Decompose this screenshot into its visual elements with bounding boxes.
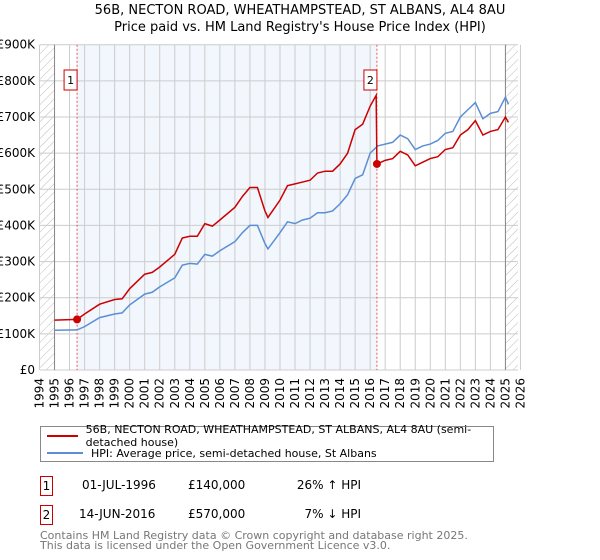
x-tick-label: 1998 <box>93 378 107 409</box>
transaction-price: £570,000 <box>188 507 246 521</box>
x-tick-label: 2026 <box>513 378 527 409</box>
y-tick-label: £900K <box>0 38 36 52</box>
transaction-hpi: 7% ↓ HPI <box>304 507 361 521</box>
x-tick-label: 1999 <box>108 378 122 409</box>
x-tick-label: 2009 <box>258 378 272 409</box>
annotation-box <box>363 69 378 91</box>
marker-badge: 1 <box>40 476 53 496</box>
footer-line: Contains HM Land Registry data © Crown c… <box>40 529 468 542</box>
transaction-date: 14-JUN-2016 <box>79 507 156 521</box>
chart-title: 56B, NECTON ROAD, WHEATHAMPSTEAD, ST ALB… <box>94 3 506 18</box>
ownership-shade <box>77 44 377 370</box>
transaction-row: 1 01-JUL-1996 £140,000 26% ↑ HPI <box>40 476 440 496</box>
footer: Contains HM Land Registry data © Crown c… <box>40 529 468 552</box>
x-tick-label: 2016 <box>363 378 377 409</box>
transaction-row: 2 14-JUN-2016 £570,000 7% ↓ HPI <box>40 505 440 525</box>
x-tick-label: 2023 <box>468 378 482 409</box>
transaction-hpi: 26% ↑ HPI <box>296 478 361 492</box>
x-tick-label: 1997 <box>78 378 92 409</box>
x-tick-label: 2007 <box>228 378 242 409</box>
x-tick-label: 2021 <box>438 378 452 409</box>
x-tick-label: 1996 <box>63 378 77 409</box>
y-tick-label: £0 <box>20 363 35 377</box>
sale-point <box>372 159 381 168</box>
x-tick-label: 2019 <box>408 378 422 409</box>
y-tick-label: £500K <box>0 182 36 196</box>
legend-red-line <box>47 435 78 437</box>
x-tick-label: 2005 <box>198 378 212 409</box>
y-tick-label: £400K <box>0 218 36 232</box>
x-tick-label: 2003 <box>168 378 182 409</box>
annotation-box <box>63 69 78 91</box>
x-tick-label: 2017 <box>378 378 392 409</box>
x-tick-label: 1994 <box>33 378 47 409</box>
transaction-date: 01-JUL-1996 <box>82 478 156 492</box>
hatch-right <box>505 44 518 370</box>
x-tick-label: 2011 <box>288 378 302 409</box>
marker-badge: 2 <box>40 505 53 525</box>
y-tick-label: £200K <box>0 291 36 305</box>
transaction-price: £140,000 <box>188 478 246 492</box>
hatch-left <box>40 44 55 370</box>
x-tick-label: 2012 <box>303 378 317 409</box>
x-tick-label: 2004 <box>183 378 197 409</box>
y-tick-label: £300K <box>0 255 36 269</box>
x-tick-label: 2020 <box>423 378 437 409</box>
chart-subtitle: Price paid vs. HM Land Registry's House … <box>114 20 486 35</box>
x-tick-label: 2000 <box>123 378 137 409</box>
price-chart: 1994 1995 1996 1997 1998 1999 2000 2001 2002 2003… <box>0 38 527 409</box>
x-tick-label: 2018 <box>393 378 407 409</box>
footer-line: This data is licensed under the Open Gov… <box>40 539 391 552</box>
legend: 56B, NECTON ROAD, WHEATHAMPSTEAD, ST ALB… <box>40 423 494 462</box>
x-tick-label: 2006 <box>213 378 227 409</box>
x-tick-label: 2024 <box>483 378 497 409</box>
sale-point <box>73 315 82 324</box>
x-tick-label: 2013 <box>318 378 332 409</box>
property-price-line <box>54 92 510 321</box>
x-tick-label: 2014 <box>333 378 347 409</box>
x-tick-label: 2010 <box>273 378 287 409</box>
legend-hpi: HPI: Average price, semi-detached house,… <box>91 446 377 460</box>
y-tick-label: £700K <box>0 110 36 124</box>
annotation-label: 1 <box>67 74 74 87</box>
x-tick-label: 2002 <box>153 378 167 409</box>
legend-property: 56B, NECTON ROAD, WHEATHAMPSTEAD, ST ALB… <box>85 423 472 449</box>
hpi-line <box>54 95 510 331</box>
annotation-label: 2 <box>367 74 374 87</box>
y-tick-label: £600K <box>0 146 36 160</box>
x-tick-label: 2008 <box>243 378 257 409</box>
x-tick-label: 2015 <box>348 378 362 409</box>
y-tick-label: £100K <box>0 327 36 341</box>
y-tick-label: £800K <box>0 74 36 88</box>
x-tick-label: 2022 <box>453 378 467 409</box>
x-tick-label: 1995 <box>48 378 62 409</box>
x-tick-label: 2025 <box>498 378 512 409</box>
legend-blue-line <box>47 452 83 454</box>
x-tick-label: 2001 <box>138 378 152 409</box>
